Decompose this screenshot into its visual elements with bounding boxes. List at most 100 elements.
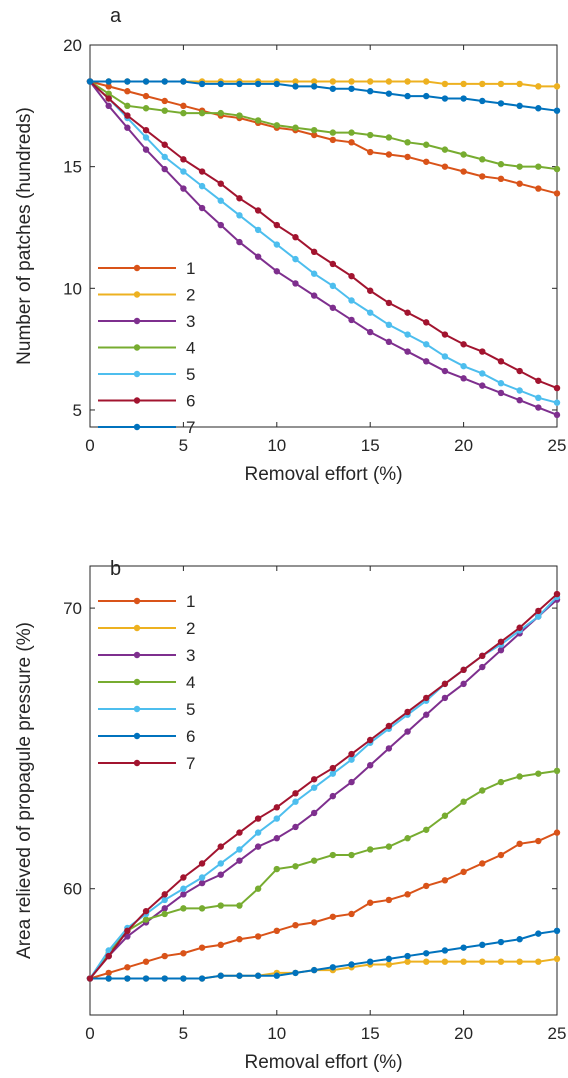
data-point <box>404 153 411 161</box>
data-point <box>516 163 523 170</box>
data-point <box>535 185 542 192</box>
data-point <box>273 972 280 979</box>
data-point <box>441 353 449 360</box>
data-point <box>142 78 150 85</box>
legend-label: 5 <box>186 700 195 719</box>
data-point <box>553 927 561 935</box>
data-point <box>273 815 280 822</box>
x-tick-label: 0 <box>85 1024 94 1043</box>
x-axis-label: Removal effort (%) <box>244 464 402 485</box>
data-point <box>236 212 243 219</box>
data-point <box>479 663 486 671</box>
y-tick-label: 60 <box>63 880 82 899</box>
data-point <box>273 927 280 935</box>
series-7 <box>86 78 561 114</box>
data-point <box>180 109 187 117</box>
data-point <box>236 972 243 979</box>
series-line <box>89 593 558 980</box>
y-tick-label: 5 <box>73 401 82 420</box>
data-point <box>441 877 449 884</box>
y-axis-label: Area relieved of propagule pressure (%) <box>14 622 35 959</box>
data-point <box>516 80 523 88</box>
data-point <box>310 292 318 299</box>
data-point <box>310 784 318 791</box>
data-point <box>479 156 486 163</box>
data-point <box>180 975 187 982</box>
data-point <box>124 112 131 119</box>
data-point <box>479 370 486 377</box>
data-point <box>161 975 168 982</box>
data-point <box>497 638 505 645</box>
data-point <box>310 78 318 85</box>
data-point <box>310 270 318 277</box>
data-point <box>404 891 411 898</box>
series-line <box>89 769 558 980</box>
series-3 <box>86 78 561 419</box>
data-point <box>423 826 430 833</box>
data-point <box>273 865 280 873</box>
data-point <box>217 197 224 204</box>
data-point <box>441 331 449 338</box>
data-point <box>460 151 467 158</box>
x-tick-label: 20 <box>454 1024 473 1043</box>
data-point <box>497 938 505 946</box>
data-point <box>236 902 243 909</box>
data-point <box>535 105 542 112</box>
data-point <box>198 905 206 912</box>
data-point <box>553 190 561 197</box>
data-point <box>292 83 299 90</box>
data-point <box>479 97 486 105</box>
data-point <box>497 358 505 365</box>
data-point <box>198 204 206 212</box>
data-point <box>292 280 299 287</box>
legend-label: 6 <box>186 727 195 746</box>
axes-box <box>89 44 558 428</box>
data-point <box>310 809 318 817</box>
data-point <box>479 958 486 965</box>
x-tick-label: 25 <box>548 1024 567 1043</box>
data-point <box>310 776 318 783</box>
legend-marker <box>133 651 141 659</box>
legend-marker <box>133 624 141 632</box>
series-line <box>89 80 558 416</box>
data-point <box>329 913 337 920</box>
data-point <box>142 134 150 141</box>
data-point <box>385 896 393 904</box>
data-point <box>423 711 430 718</box>
data-point <box>161 97 168 105</box>
data-point <box>254 843 262 850</box>
data-point <box>367 846 374 853</box>
data-point <box>142 92 150 100</box>
data-point <box>535 377 542 384</box>
data-point <box>105 90 112 97</box>
data-point <box>460 80 467 88</box>
data-point <box>124 78 131 85</box>
data-point <box>385 338 393 346</box>
data-point <box>479 860 486 867</box>
data-point <box>217 843 224 850</box>
data-point <box>497 958 505 965</box>
data-point <box>479 382 486 389</box>
x-tick-label: 10 <box>267 1024 286 1043</box>
data-point <box>105 952 112 960</box>
data-point <box>236 195 243 202</box>
data-point <box>217 80 224 88</box>
data-point <box>460 958 467 965</box>
data-point <box>273 221 280 229</box>
data-point <box>329 85 337 92</box>
legend-label: 3 <box>186 312 195 331</box>
data-point <box>497 389 505 397</box>
data-point <box>460 944 467 951</box>
data-point <box>236 857 243 864</box>
data-point <box>348 910 355 918</box>
data-point <box>348 750 355 758</box>
data-point <box>273 804 280 811</box>
data-point <box>161 891 168 898</box>
data-point <box>497 161 505 168</box>
data-point <box>423 319 430 326</box>
legend-label: 2 <box>186 619 195 638</box>
data-point <box>553 399 561 406</box>
legend: 1 2 3 4 5 6 7 <box>98 592 195 773</box>
data-point <box>124 933 131 940</box>
data-point <box>553 411 561 419</box>
